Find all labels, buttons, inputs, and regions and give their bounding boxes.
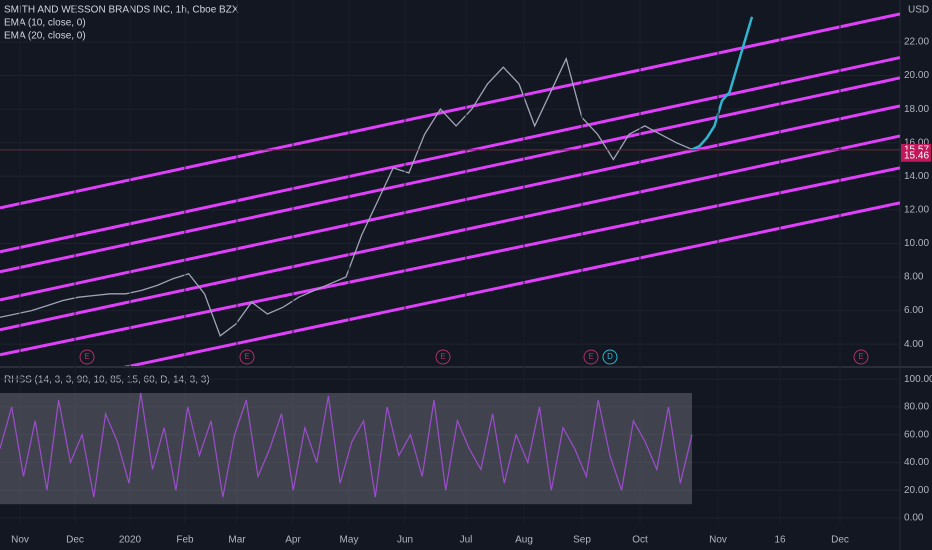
oscillator-title: RHSS (14, 3, 3, 90, 10, 85, 15, 60, D, 1… — [4, 375, 210, 386]
osc-band — [0, 393, 692, 505]
x-tick-label: Nov — [11, 535, 29, 546]
osc-tick-label: 0.00 — [904, 513, 924, 524]
price-label-box — [901, 149, 931, 162]
event-label: E — [244, 352, 249, 361]
y-tick-label: 22.00 — [904, 37, 929, 48]
x-tick-label: Feb — [176, 535, 194, 546]
osc-line — [0, 392, 693, 498]
y-tick-label: 8.00 — [904, 272, 924, 283]
y-tick-label: 14.00 — [904, 171, 929, 182]
trendline — [0, 56, 900, 254]
x-tick-label: Nov — [709, 535, 727, 546]
osc-tick-label: 80.00 — [904, 402, 929, 413]
event-marker — [435, 349, 451, 365]
x-tick-label: 2020 — [119, 535, 142, 546]
x-tick-label: 16 — [774, 535, 786, 546]
x-tick-label: Oct — [632, 535, 648, 546]
x-tick-label: Mar — [228, 535, 246, 546]
trendline — [0, 166, 900, 357]
y-tick-label: 20.00 — [904, 70, 929, 81]
chart-title: SMITH AND WESSON BRANDS INC, 1h, Cboe BZ… — [4, 5, 239, 16]
event-marker — [79, 349, 95, 365]
trendline — [0, 12, 900, 210]
y-tick-label: 4.00 — [904, 339, 924, 350]
event-marker — [239, 349, 255, 365]
event-label: E — [858, 352, 863, 361]
trendline — [0, 104, 900, 302]
osc-tick-label: 60.00 — [904, 429, 929, 440]
indicator-label: EMA (20, close, 0) — [4, 31, 86, 42]
event-label: D — [607, 352, 613, 361]
series-line — [0, 56, 693, 337]
event-marker — [853, 349, 869, 365]
currency-label: USD — [908, 5, 929, 16]
trendline — [0, 134, 900, 332]
trendline — [0, 76, 900, 274]
event-label: E — [588, 352, 593, 361]
series-line — [691, 16, 754, 151]
trendline — [123, 201, 900, 366]
x-tick-label: May — [340, 535, 359, 546]
price-pane — [0, 12, 900, 366]
indicator-label: EMA (10, close, 0) — [4, 18, 86, 29]
x-tick-label: Dec — [66, 535, 84, 546]
event-marker — [583, 349, 599, 365]
y-tick-label: 16.00 — [904, 137, 929, 148]
x-tick-label: Jun — [397, 535, 413, 546]
osc-tick-label: 20.00 — [904, 485, 929, 496]
x-tick-label: Jul — [460, 535, 473, 546]
event-label: E — [440, 352, 445, 361]
x-tick-label: Aug — [515, 535, 533, 546]
event-marker — [602, 349, 618, 365]
y-tick-label: 18.00 — [904, 104, 929, 115]
osc-tick-label: 100.00 — [904, 374, 932, 385]
osc-tick-label: 40.00 — [904, 457, 929, 468]
x-tick-label: Dec — [831, 535, 849, 546]
price-label: 15.46 — [904, 150, 929, 161]
x-tick-label: Apr — [285, 535, 301, 546]
y-tick-label: 10.00 — [904, 238, 929, 249]
event-label: E — [84, 352, 89, 361]
x-tick-label: Sep — [573, 535, 591, 546]
y-tick-label: 12.00 — [904, 205, 929, 216]
y-tick-label: 6.00 — [904, 305, 924, 316]
